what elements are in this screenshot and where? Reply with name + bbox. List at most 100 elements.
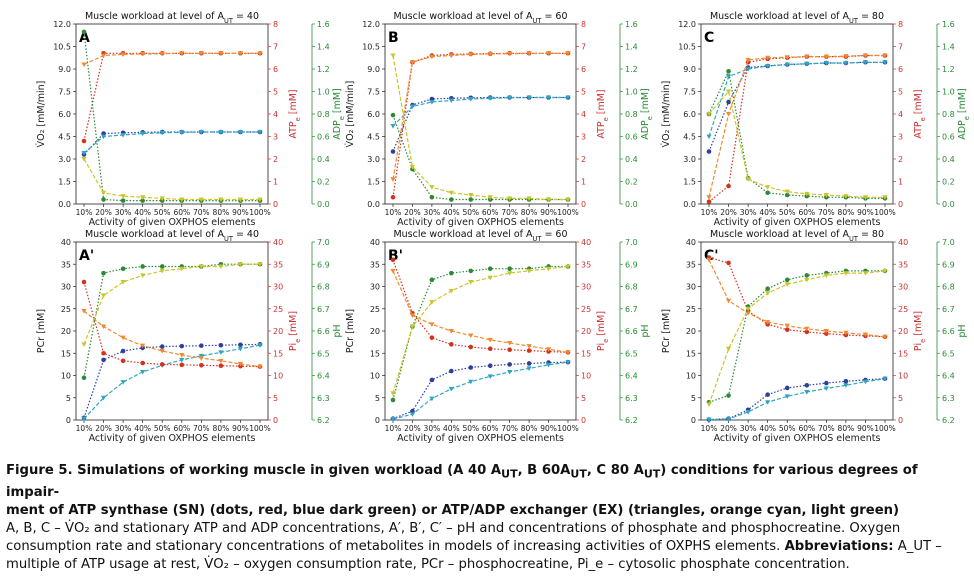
y-tick-label: 5 — [66, 394, 71, 403]
series-line-sn_secondary — [392, 259, 569, 353]
y-right2-tick-label: 6.6 — [317, 327, 330, 336]
caption-heading: Figure 5. Simulations of working muscle … — [6, 463, 918, 518]
data-point-ex_primary — [765, 64, 771, 69]
y-tick-label: 0 — [375, 416, 380, 425]
data-point-ex_secondary — [257, 364, 263, 370]
y-axis-label-right: Pie [mM] — [288, 311, 302, 351]
data-point-ex_secondary — [81, 62, 87, 68]
data-point-ex_primary — [765, 400, 771, 405]
data-point-ex_tertiary — [862, 271, 869, 276]
y-right-tick-label: 35 — [898, 260, 908, 269]
data-point-sn_secondary — [81, 279, 87, 285]
y-right2-tick-label: 0.2 — [317, 178, 330, 187]
data-point-ex_secondary — [81, 308, 87, 314]
data-point-ex_primary — [784, 62, 790, 68]
x-tick-label: 20% — [95, 424, 112, 433]
y-tick-label: 0.0 — [683, 200, 696, 209]
y-tick-label: 6.0 — [367, 110, 380, 119]
y-right-tick-label: 7 — [898, 43, 903, 52]
data-point-ex_primary — [120, 380, 126, 385]
data-point-ex_secondary — [765, 55, 771, 61]
data-point-ex_secondary — [843, 330, 849, 336]
y-tick-label: 20 — [686, 327, 696, 336]
data-point-ex_tertiary — [507, 271, 513, 276]
x-tick-label: 100% — [557, 424, 578, 433]
data-point-sn_primary — [726, 99, 731, 105]
data-point-ex_primary — [804, 61, 810, 67]
y-right2-tick-label: 6.3 — [942, 394, 955, 403]
data-point-ex_secondary — [409, 60, 416, 65]
data-point-sn_tertiary — [468, 197, 474, 202]
y-right-tick-label: 8 — [273, 20, 278, 29]
data-point-ex_primary — [507, 95, 513, 101]
x-axis-label: Activity of given OXPHOS elements — [714, 433, 881, 444]
x-tick-label: 60% — [482, 208, 499, 217]
series-line-ex_tertiary — [392, 55, 568, 201]
y-right2-tick-label: 1.4 — [317, 43, 330, 52]
data-point-ex_secondary — [429, 54, 435, 60]
y-right-tick-label: 15 — [581, 349, 591, 358]
y-right-tick-label: 35 — [581, 260, 591, 269]
x-tick-label: 10% — [385, 208, 402, 217]
data-point-ex_secondary — [198, 356, 204, 361]
x-tick-label: 10% — [76, 424, 93, 433]
y-right-tick-label: 8 — [898, 20, 903, 29]
y-right-tick-label: 0 — [581, 416, 586, 425]
x-tick-label: 100% — [874, 424, 895, 433]
data-point-ex_tertiary — [448, 190, 454, 196]
data-point-sn_secondary — [218, 363, 224, 369]
series-line-ex_secondary — [83, 310, 261, 368]
x-tick-label: 90% — [857, 424, 874, 433]
data-point-ex_primary — [745, 409, 751, 415]
y-right2-tick-label: 6.5 — [625, 349, 638, 358]
y-tick-label: 40 — [686, 238, 696, 247]
y-axis-label-right: ATPe [mM] — [288, 89, 302, 138]
y-right2-tick-label: 6.7 — [625, 305, 638, 314]
x-tick-label: 100% — [249, 424, 270, 433]
data-point-sn_secondary — [179, 362, 185, 368]
y-right2-tick-label: 1.0 — [625, 88, 638, 97]
y-right-tick-label: 25 — [273, 305, 283, 314]
y-tick-label: 9.0 — [58, 65, 71, 74]
figure-caption: Figure 5. Simulations of working muscle … — [6, 462, 968, 574]
data-point-ex_secondary — [120, 52, 126, 57]
y-right-tick-label: 3 — [898, 133, 903, 142]
series-line-ex_tertiary — [83, 263, 260, 345]
x-tick-label: 80% — [213, 424, 230, 433]
data-point-sn_primary — [199, 343, 204, 348]
x-tick-label: 30% — [115, 424, 132, 433]
chart-title: Muscle workload at level of AUT = 80 — [710, 229, 884, 243]
data-point-sn_secondary — [120, 358, 126, 364]
data-point-ex_primary — [120, 133, 126, 138]
x-tick-label: 30% — [424, 424, 441, 433]
data-point-sn_primary — [238, 342, 243, 348]
data-point-ex_secondary — [823, 329, 829, 334]
y-tick-label: 10 — [686, 372, 696, 381]
data-point-ex_secondary — [507, 341, 513, 346]
caption-body: A, B, C – V̇O₂ and stationary ATP and AD… — [6, 520, 942, 572]
data-point-sn_tertiary — [449, 270, 454, 276]
series-line-sn_primary — [392, 361, 569, 420]
data-point-ex_secondary — [565, 350, 571, 355]
y-tick-label: 0.0 — [367, 200, 380, 209]
data-point-ex_tertiary — [218, 197, 224, 203]
y-tick-label: 3.0 — [683, 155, 696, 164]
series-line-ex_primary — [708, 378, 886, 421]
x-tick-label: 80% — [213, 208, 230, 217]
data-point-ex_tertiary — [140, 273, 146, 278]
data-point-ex_secondary — [179, 353, 185, 358]
data-point-ex_tertiary — [882, 268, 888, 274]
series-line-sn_tertiary — [83, 31, 260, 202]
data-point-sn_tertiary — [726, 393, 731, 398]
series-line-ex_tertiary — [392, 265, 569, 394]
y-axis-label-right: ATPe [mM] — [913, 89, 927, 138]
y-right2-tick-label: 6.7 — [942, 305, 955, 314]
series-line-sn_tertiary — [708, 270, 885, 403]
y-right2-tick-label: 0.0 — [942, 200, 955, 209]
x-tick-label: 90% — [540, 208, 557, 217]
x-axis-label: Activity of given OXPHOS elements — [397, 217, 564, 228]
data-point-sn_secondary — [824, 331, 829, 336]
data-point-sn_primary — [101, 357, 106, 363]
data-point-ex_primary — [390, 417, 396, 422]
data-point-ex_primary — [487, 374, 493, 379]
